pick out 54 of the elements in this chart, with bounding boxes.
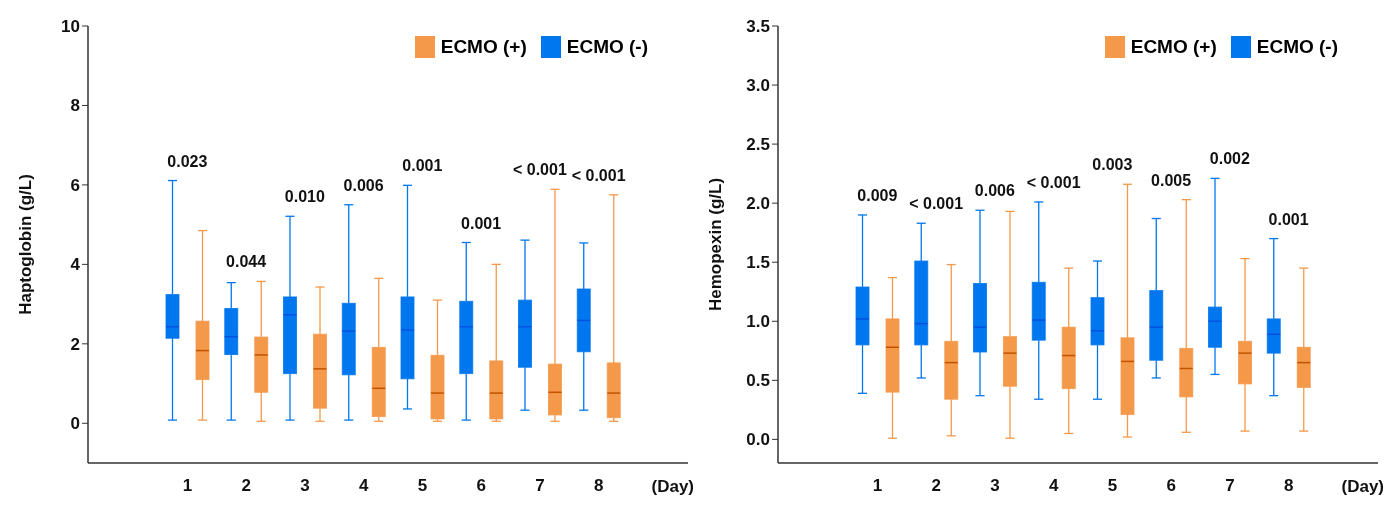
x-tick-label: 3 [990, 476, 1000, 496]
y-tick-label: 2.5 [746, 135, 770, 155]
legend-label: ECMO (+) [440, 36, 527, 58]
y-tick-label: 6 [70, 175, 80, 195]
annotation: 0.001 [402, 157, 443, 175]
y-tick-label: 3.0 [746, 76, 770, 96]
legend-label: ECMO (-) [566, 36, 648, 58]
x-tick-label: 2 [241, 476, 251, 496]
x-tick-label: 8 [1283, 476, 1294, 496]
x-tick-label: 5 [417, 476, 428, 496]
y-tick-label: 1.5 [746, 253, 770, 273]
y-tick-label: 3.5 [746, 17, 770, 37]
annotation: < 0.001 [571, 166, 626, 184]
y-tick-label: 0.5 [746, 371, 770, 391]
annotation: 0.044 [226, 253, 267, 271]
annotation: 0.002 [1209, 150, 1250, 168]
y-tick-label: 2 [70, 334, 80, 354]
x-tick-label: 8 [593, 476, 604, 496]
legend-label: ECMO (+) [1130, 36, 1217, 58]
x-tick-label: 4 [358, 476, 369, 496]
annotation: 0.006 [343, 176, 384, 194]
x-axis-title: (Day) [1341, 477, 1384, 497]
y-tick-label: 10 [61, 17, 80, 37]
y-tick-label: 4 [70, 255, 81, 275]
annotation: < 0.001 [1026, 173, 1081, 191]
x-tick-label: 2 [931, 476, 941, 496]
x-tick-label: 6 [1166, 476, 1176, 496]
x-tick-label: 1 [182, 476, 193, 496]
y-axis-title: Haptoglobin (g/L) [16, 174, 36, 315]
x-tick-label: 5 [1107, 476, 1118, 496]
annotation: 0.010 [284, 188, 325, 206]
y-tick-label: 8 [70, 96, 80, 116]
annotation: 0.009 [857, 186, 898, 204]
annotation: 0.023 [167, 152, 208, 170]
annotation: 0.001 [1268, 210, 1309, 228]
annotation: < 0.001 [909, 195, 964, 213]
annotation: 0.001 [461, 214, 502, 232]
y-tick-label: 0 [70, 414, 80, 434]
x-tick-label: 4 [1048, 476, 1059, 496]
y-tick-label: 1.0 [746, 312, 770, 332]
y-tick-label: 0.0 [746, 430, 770, 450]
annotation: 0.003 [1092, 156, 1133, 174]
x-axis-title: (Day) [651, 477, 694, 497]
x-tick-label: 6 [476, 476, 486, 496]
x-tick-label: 7 [1225, 476, 1235, 496]
y-axis-title: Hemopexin (g/L) [706, 177, 726, 312]
y-tick-label: 2.0 [746, 194, 770, 214]
legend-label: ECMO (-) [1256, 36, 1338, 58]
x-tick-label: 3 [300, 476, 310, 496]
annotation: 0.006 [974, 182, 1015, 200]
annotation: 0.005 [1151, 171, 1192, 189]
x-tick-label: 1 [872, 476, 883, 496]
x-tick-label: 7 [535, 476, 545, 496]
annotation: < 0.001 [512, 161, 567, 179]
